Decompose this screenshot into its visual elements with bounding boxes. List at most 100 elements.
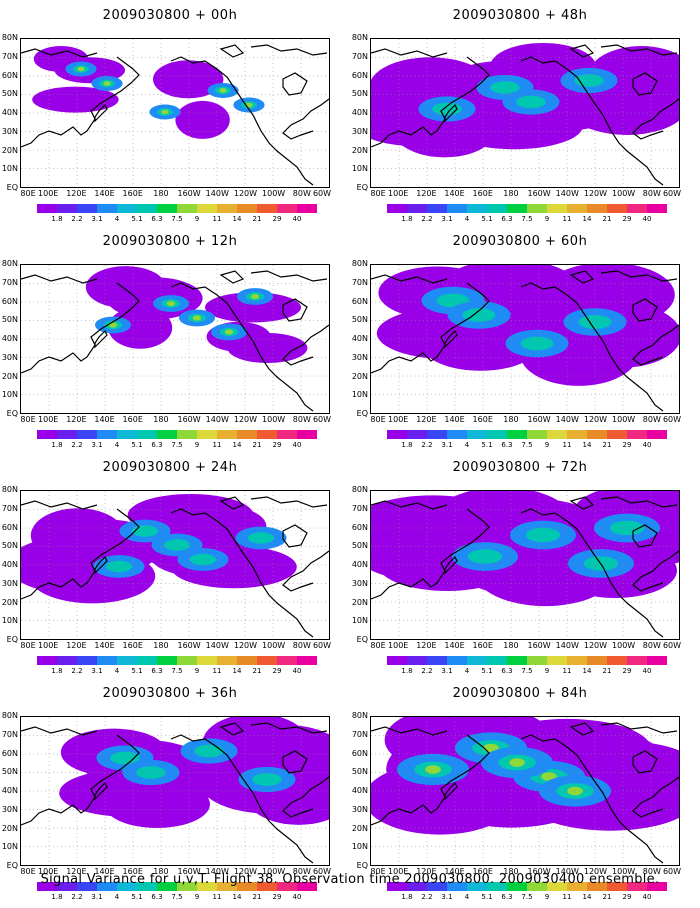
- colorbar-segment: [77, 430, 97, 439]
- longitude-axis: 80E 100E 120E 140E 160E 180 160W 140W 120W 100W 80…: [20, 641, 331, 651]
- colorbar-tick-label: 21: [602, 667, 612, 675]
- latitude-tick-label: 80N: [351, 711, 368, 720]
- panel-title: 2009030800 + 00h: [102, 8, 238, 23]
- colorbar-tick-label: 11: [212, 215, 222, 223]
- colorbar-segment: [157, 204, 177, 213]
- colorbar-tick-label: 40: [642, 441, 652, 449]
- coastline: [250, 270, 328, 282]
- colorbar-segment: [647, 882, 667, 891]
- colorbar-segment: [97, 204, 117, 213]
- longitude-tick-label: 140W: [555, 189, 579, 198]
- variance-contour: [166, 300, 176, 307]
- colorbar-segment: [217, 656, 237, 665]
- variance-contour: [467, 549, 503, 564]
- colorbar-tick-label: 6.3: [151, 441, 163, 449]
- longitude-tick-label: 120W: [583, 641, 608, 650]
- colorbar-labels: 1.8 2.2 3.1 4 5.1 6.3 7.5 9 11 14 21 29 40: [387, 215, 667, 224]
- colorbar: [387, 430, 667, 439]
- colorbar-segment: [427, 882, 447, 891]
- longitude-tick-label: 60W: [312, 867, 332, 876]
- colorbar-segment: [237, 430, 257, 439]
- longitude-tick-label: 160W: [177, 189, 201, 198]
- latitude-tick-label: 70N: [351, 277, 368, 287]
- colorbar-segment: [257, 204, 277, 213]
- latitude-tick-label: 50N: [1, 315, 18, 325]
- latitude-tick-label: 10N: [1, 390, 18, 400]
- colorbar-segment: [527, 882, 547, 891]
- latitude-axis: 80N 70N 60N 50N 40N 30N 20N 10N EQ: [0, 712, 18, 870]
- colorbar-tick-label: 5.1: [131, 441, 143, 449]
- colorbar-segment: [567, 204, 587, 213]
- colorbar-labels: 1.8 2.2 3.1 4 5.1 6.3 7.5 9 11 14 21 29 40: [37, 215, 317, 224]
- variance-contour: [371, 495, 511, 551]
- colorbar-tick-label: 7.5: [521, 667, 533, 675]
- colorbar-tick-label: 3.1: [441, 667, 453, 675]
- colorbar-segment: [467, 656, 487, 665]
- colorbar-segment: [567, 656, 587, 665]
- longitude-tick-label: 140E: [444, 641, 465, 650]
- colorbar-segment: [277, 430, 297, 439]
- coastline: [282, 298, 308, 322]
- colorbar-tick-label: 29: [622, 441, 632, 449]
- latitude-tick-label: 40N: [351, 108, 368, 117]
- longitude-tick-label: 160W: [527, 867, 551, 876]
- colorbar-segment: [627, 882, 647, 891]
- coastline: [219, 496, 245, 510]
- variance-contour: [105, 560, 133, 573]
- colorbar-labels: 1.8 2.2 3.1 4 5.1 6.3 7.5 9 11 14 21 29 40: [387, 441, 667, 450]
- colorbar-tick-label: 29: [622, 893, 632, 901]
- latitude-tick-label: 80N: [1, 259, 18, 268]
- colorbar-segment: [507, 430, 527, 439]
- longitude-tick-label: 160E: [472, 189, 493, 198]
- panel-title: 2009030800 + 36h: [102, 686, 238, 701]
- longitude-tick-label: 100W: [262, 415, 286, 424]
- colorbar-segment: [527, 204, 547, 213]
- colorbar-segment: [137, 430, 157, 439]
- colorbar-tick-label: 4: [464, 215, 470, 223]
- colorbar-segment: [57, 204, 77, 213]
- latitude-tick-label: 60N: [351, 70, 368, 80]
- colorbar-tick-label: 6.3: [151, 667, 163, 675]
- longitude-tick-label: 120E: [66, 867, 87, 876]
- colorbar-segment: [467, 430, 487, 439]
- colorbar-tick-label: 29: [622, 215, 632, 223]
- colorbar-tick-label: 11: [562, 893, 572, 901]
- longitude-tick-label: 140E: [444, 415, 465, 424]
- latitude-tick-label: 60N: [1, 296, 18, 306]
- latitude-tick-label: 40N: [351, 560, 368, 569]
- colorbar-tick-label: 11: [562, 441, 572, 449]
- longitude-tick-label: 100W: [612, 641, 636, 650]
- colorbar-segment: [57, 656, 77, 665]
- colorbar-tick-label: 2.2: [421, 215, 433, 223]
- colorbar-segment: [237, 656, 257, 665]
- colorbar-segment: [407, 204, 427, 213]
- latitude-tick-label: 30N: [1, 804, 18, 814]
- latitude-tick-label: 60N: [1, 522, 18, 532]
- coastline: [21, 508, 140, 600]
- variance-contour: [509, 758, 525, 767]
- colorbar-segment: [117, 204, 137, 213]
- colorbar-segment: [607, 430, 627, 439]
- latitude-tick-label: 40N: [1, 560, 18, 569]
- colorbar-tick-label: 14: [232, 893, 242, 901]
- variance-contour: [250, 293, 260, 300]
- longitude-tick-label: 100E: [388, 189, 409, 198]
- longitude-tick-label: 160E: [122, 189, 143, 198]
- colorbar-segment: [547, 882, 567, 891]
- longitude-tick-label: 80W: [642, 415, 661, 424]
- latitude-tick-label: 80N: [1, 33, 18, 42]
- latitude-tick-label: 20N: [1, 597, 18, 607]
- map-plot: [370, 264, 680, 414]
- colorbar-tick-label: 9: [194, 667, 200, 675]
- colorbar-segment: [117, 656, 137, 665]
- latitude-tick-label: 10N: [1, 164, 18, 174]
- latitude-tick-label: 20N: [351, 371, 368, 381]
- coastline: [371, 734, 490, 826]
- colorbar-tick-label: 40: [642, 667, 652, 675]
- colorbar: [387, 204, 667, 213]
- latitude-tick-label: EQ: [356, 409, 368, 418]
- coastline: [632, 524, 658, 548]
- colorbar-segment: [487, 656, 507, 665]
- map-plot: [20, 490, 330, 640]
- colorbar-tick-label: 4: [114, 667, 120, 675]
